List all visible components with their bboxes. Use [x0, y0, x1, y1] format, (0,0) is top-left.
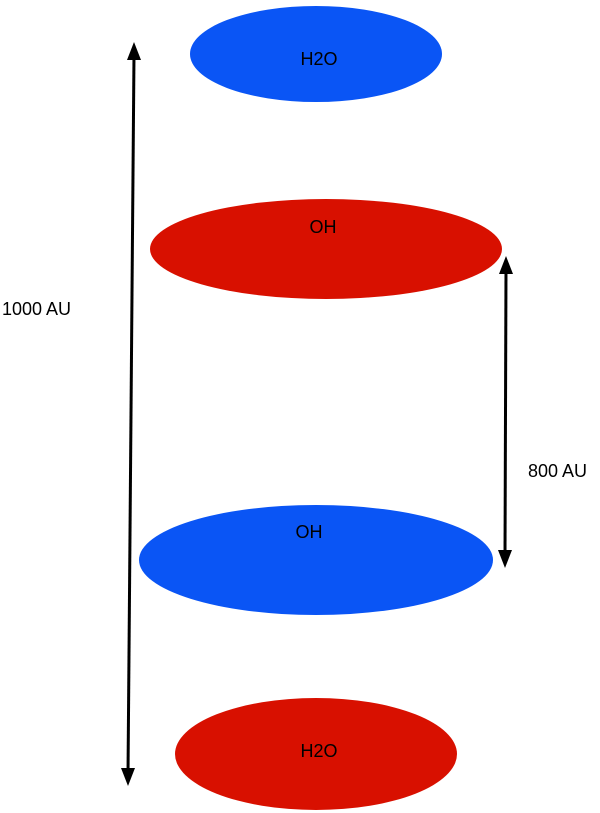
arrow-shaft — [126, 53, 136, 775]
layer-4: H2O — [175, 698, 457, 810]
dimension-label: 800 AU — [528, 461, 587, 481]
layer-2: OH — [150, 199, 502, 299]
dimension-arrow-long: 1000 AU — [2, 42, 141, 786]
node-label: H2O — [300, 49, 337, 69]
arrow-head — [498, 550, 512, 568]
ellipse-blue — [139, 505, 493, 615]
arrow-head — [127, 42, 141, 60]
arrow-head — [499, 256, 513, 274]
dimension-label: 1000 AU — [2, 299, 71, 319]
layer-3: OH — [139, 505, 493, 615]
arrow-shaft — [503, 267, 508, 557]
node-label: OH — [296, 522, 323, 542]
node-label: OH — [310, 217, 337, 237]
layer-1: H2O — [190, 6, 442, 102]
ellipse-red — [175, 698, 457, 810]
ellipse-red — [150, 199, 502, 299]
node-label: H2O — [300, 741, 337, 761]
arrow-head — [121, 768, 135, 786]
ellipse-blue — [190, 6, 442, 102]
dimension-arrow-short: 800 AU — [498, 256, 587, 568]
